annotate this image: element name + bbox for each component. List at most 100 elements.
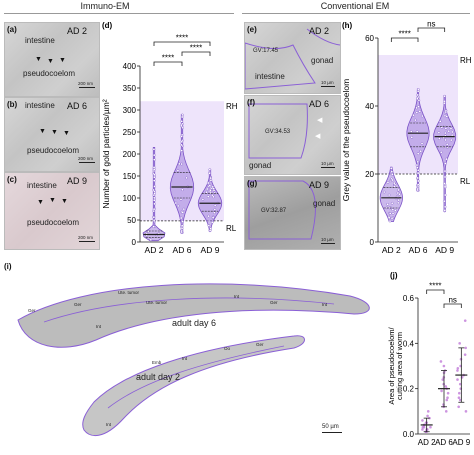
data-point [178,162,181,166]
panel-e-grey-value: GV:17.45 [253,48,279,54]
panel-c-scale-label: 200 nm [78,235,94,240]
panel-b-pseudocoelom: pseudocoelom [27,146,80,155]
adult-day-6-label: adult day 6 [172,318,217,328]
data-point [209,179,213,182]
significance-label: **** [398,30,410,39]
tissue-label: Emb [152,360,162,365]
data-point [391,212,395,215]
data-point [152,225,155,228]
data-point [180,115,184,119]
data-point [179,216,183,220]
data-point [446,396,449,400]
x-tick-label: AD 2 [418,438,436,447]
panel-a-day: AD 2 [67,26,88,36]
data-point [442,199,446,203]
data-point [213,211,216,214]
data-point [387,193,391,197]
data-point [420,142,424,145]
panel-c-pseudocoelom: pseudocoelom [27,218,80,227]
data-point [443,94,446,98]
data-point [445,115,449,118]
data-point [443,205,447,209]
x-tick-label: AD 6 [173,245,192,255]
data-point [416,93,420,97]
scale-bar [322,432,342,433]
tissue-label: Ger [270,300,278,305]
data-point [212,195,215,199]
x-tick-label: AD 2 [382,245,401,255]
data-point [181,211,184,214]
significance-bracket [390,37,419,42]
panel-i-letter: (i) [4,262,12,271]
panel-a-intestine: intestine [25,36,55,45]
significance-label: ns [427,20,435,29]
data-point [443,209,447,212]
x-tick-label: AD 6 [435,438,453,447]
panel-c-intestine: intestine [27,181,57,190]
arrowhead-icon: ▼ [39,128,46,135]
data-point [205,190,208,194]
scale-bar [79,87,95,88]
panel-b-day: AD 6 [67,101,88,111]
panel-b-scale-label: 200 nm [78,156,94,161]
pseudocoelom-area-chart: (j) 0.0 0.2 0.4 0.6 Area of pseudocoelom/cutt… [388,271,471,447]
data-point [457,396,461,400]
data-point [419,149,423,153]
tissue-label: Ger [256,342,264,347]
panel-g-day: AD 9 [309,180,330,190]
panel-b-intestine: intestine [25,101,55,110]
data-point [450,130,454,134]
data-point [444,110,448,114]
data-point [389,167,393,170]
scale-bar [79,241,95,242]
significance-label: **** [190,44,202,53]
y-tick-label: 50 [127,216,136,225]
data-point [391,208,395,211]
scale-bar [321,167,335,168]
worm-illustration [17,283,370,437]
data-point [153,202,156,206]
panel-letter: (d) [102,21,113,30]
scale-bar [321,243,335,244]
data-point [208,184,212,187]
data-point [420,114,424,118]
data-point [388,212,392,215]
data-point [458,342,461,345]
data-point [213,208,217,211]
panel-f-micrograph: (f) AD 6 GV:34.53 ◀ ◀ gonad 10 µm [244,95,341,175]
data-point [457,391,461,395]
data-point [416,166,419,169]
data-point [439,150,443,154]
data-point [393,181,396,185]
data-point [416,89,420,93]
data-point [439,360,443,363]
x-tick-label: AD 9 [435,245,454,255]
arrowhead-icon: ▼ [49,197,56,204]
data-point [415,111,419,114]
significance-bracket [443,303,462,308]
y-axis-label-line2: cutting area of worm [395,332,404,400]
data-point [176,169,180,172]
arrowhead-icon: ▼ [37,199,44,206]
data-point [414,118,417,122]
data-point [391,178,394,182]
immuno-em-header: Immuno-EM [80,1,130,11]
adult-day-2-label: adult day 2 [136,372,181,382]
rl-label: RL [226,224,237,233]
data-point [181,113,184,117]
data-point [182,207,186,211]
data-point [450,133,454,137]
data-point [390,201,394,205]
data-point [153,175,156,179]
data-point [174,201,178,205]
y-axis-label-line1: Area of pseudocoelom/ [388,327,396,405]
data-point [445,142,449,146]
significance-bracket [426,289,445,294]
rh-label: RH [226,102,238,111]
panel-e-outline [245,28,340,90]
data-point [417,105,420,108]
data-point [443,162,447,165]
scale-bar [79,162,95,163]
tissue-label: Oo [224,346,231,351]
data-point [409,130,413,133]
